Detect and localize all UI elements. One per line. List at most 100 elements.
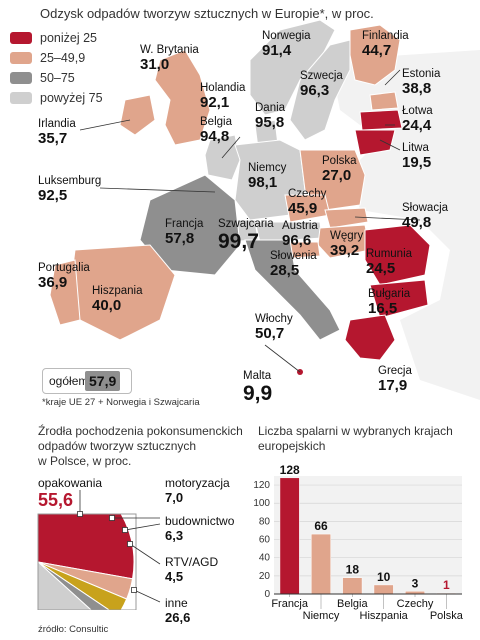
category-label: Polska — [430, 610, 464, 622]
pie-slice-2 — [38, 561, 128, 610]
source-note: źródło: Consultic — [38, 624, 109, 635]
label-norwegia: Norwegia 91,4 — [262, 30, 311, 59]
label-czechy: Czechy 45,9 — [288, 188, 326, 217]
map-legend: poniżej 25 25–49,9 50–75 powyżej 75 — [10, 28, 103, 108]
country-name: Bułgaria — [368, 288, 411, 300]
label-estonia: Estonia 38,8 — [402, 68, 440, 97]
label-irlandia: Irlandia 35,7 — [38, 118, 76, 147]
label-bulgaria: Bułgaria 16,5 — [368, 288, 410, 317]
y-tick-label: 40 — [259, 553, 271, 564]
category-label: Belgia — [337, 598, 368, 610]
label-austria: Austria 96,6 — [282, 220, 318, 249]
country-value: 91,4 — [262, 42, 292, 59]
country-value: 50,7 — [255, 325, 285, 342]
legend-label: poniżej 25 — [40, 31, 97, 45]
legend-swatch — [10, 52, 32, 64]
pie-leader-marker — [131, 587, 137, 593]
label-luksemburg: Luksemburg 92,5 — [38, 175, 101, 204]
region-litwa — [354, 129, 396, 156]
country-name: Słowenia — [270, 250, 317, 262]
country-name: Polska — [322, 155, 357, 167]
label-wlochy: Włochy 50,7 — [255, 313, 293, 342]
country-value: 92,5 — [38, 187, 68, 204]
pie-slice-value: 55,6 — [38, 490, 74, 510]
pie-label-motoryzacja: motoryzacja 7,0 — [165, 476, 230, 505]
pie-slice-value: 6,3 — [165, 528, 184, 543]
country-name: Finlandia — [362, 30, 409, 42]
country-value: 16,5 — [368, 300, 398, 317]
country-value: 31,0 — [140, 56, 170, 73]
bar-value-label: 18 — [346, 563, 360, 577]
country-value: 24,4 — [402, 117, 432, 134]
pie-slice-name: RTV/AGD — [165, 555, 219, 569]
pie-slice-name: motoryzacja — [165, 476, 230, 490]
label-hiszpania: Hiszpania 40,0 — [92, 285, 143, 314]
country-name: Francja — [165, 218, 204, 230]
region-grecja — [344, 314, 396, 361]
legend-swatch — [10, 92, 32, 104]
country-value: 57,8 — [165, 230, 195, 247]
country-name: Dania — [255, 102, 286, 114]
country-name: Austria — [282, 220, 318, 232]
pie-label-budownictwo: budownictwo 6,3 — [165, 514, 234, 543]
y-tick-label: 0 — [264, 589, 270, 600]
country-name: Łotwa — [402, 105, 433, 117]
bar-hiszpania — [373, 584, 394, 595]
pie-title-line: w Polsce, w proc. — [38, 454, 132, 468]
bar-belgia — [342, 577, 363, 595]
label-malta: Malta 9,9 — [243, 370, 272, 405]
country-name: W. Brytania — [140, 44, 199, 56]
country-name: Grecja — [378, 365, 412, 377]
pie-label-rtv-agd: RTV/AGD 4,5 — [165, 555, 218, 584]
country-name: Węgry — [330, 230, 364, 242]
pie-title-line: Źrodła pochodzenia pokonsumenckich — [38, 424, 243, 438]
pie-label-inne: inne 26,6 — [165, 596, 190, 625]
bar-value-label: 3 — [412, 576, 419, 590]
country-value: 27,0 — [322, 167, 352, 184]
country-value: 38,8 — [402, 80, 432, 97]
country-name: Norwegia — [262, 30, 311, 42]
country-value: 96,3 — [300, 82, 330, 99]
pie-slice-value: 4,5 — [165, 569, 184, 584]
pie-leader-marker — [77, 511, 83, 517]
bar-francja — [279, 477, 300, 595]
country-name: Estonia — [402, 68, 441, 80]
pie-slice-0 — [38, 514, 135, 580]
pie-slice-value: 26,6 — [165, 610, 191, 625]
country-value: 17,9 — [378, 377, 408, 394]
category-label: Francja — [271, 598, 309, 610]
pie-leader-line — [124, 523, 161, 531]
label-grecja: Grecja 17,9 — [378, 365, 412, 394]
pie-frame — [37, 513, 137, 610]
label-finlandia: Finlandia 44,7 — [362, 30, 409, 59]
country-value: 99,7 — [218, 230, 259, 253]
y-tick-label: 120 — [253, 480, 270, 491]
label-holandia: Holandia 92,1 — [200, 82, 245, 111]
country-name: Słowacja — [402, 202, 449, 214]
y-tick-label: 60 — [259, 535, 271, 546]
label-polska: Polska 27,0 — [322, 155, 357, 184]
region-irlandia — [119, 94, 156, 136]
region-portugalia — [49, 259, 81, 326]
bar-value-label: 1 — [443, 578, 450, 592]
bar-chart: 0 20 40 60 80 100 120 128 Francja 66 Niemcy 18 Belgi… — [253, 463, 464, 622]
region-finlandia — [349, 24, 401, 86]
country-name: Holandia — [200, 82, 246, 94]
country-name: Szwecja — [300, 70, 343, 82]
label-rumunia: Rumunia 24,5 — [366, 248, 412, 277]
legend-item: powyżej 75 — [10, 88, 103, 108]
country-value: 98,1 — [248, 174, 278, 191]
country-name: Luksemburg — [38, 175, 102, 187]
pie-slice-name: inne — [165, 596, 188, 610]
bar-value-label: 128 — [280, 463, 300, 477]
y-tick-label: 100 — [253, 498, 270, 509]
region-szwecja — [289, 39, 351, 141]
legend-swatch — [10, 32, 32, 44]
pie-label-opakowania: opakowania 55,6 — [38, 476, 102, 510]
label-wegry: Węgry 39,2 — [330, 230, 363, 259]
y-tick-label: 80 — [259, 516, 271, 527]
pie-leader-marker — [109, 515, 115, 521]
bar-value-label: 66 — [314, 519, 328, 533]
label-dania: Dania 95,8 — [255, 102, 285, 131]
label-w-brytania: W. Brytania 31,0 — [140, 44, 199, 73]
